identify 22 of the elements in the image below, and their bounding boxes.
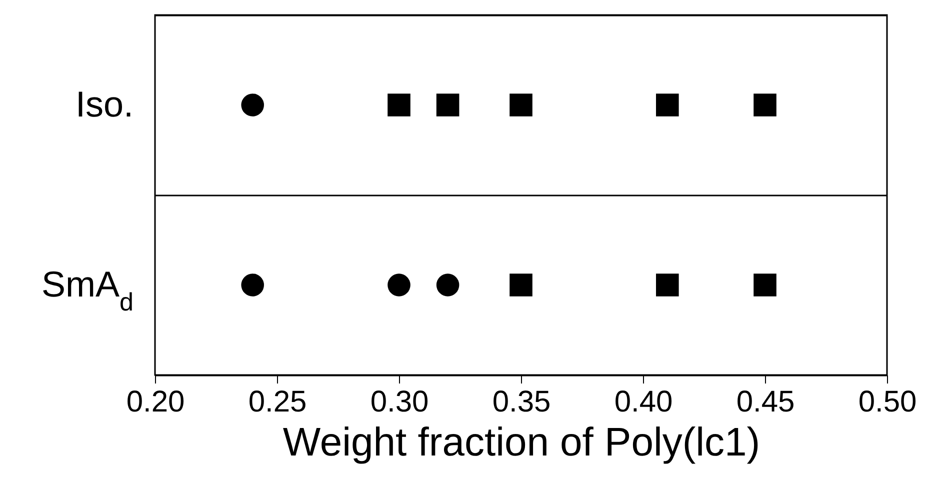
- x-tick-label: 0.35: [492, 386, 551, 418]
- x-tick-label: 0.25: [248, 386, 307, 418]
- point: [510, 274, 532, 296]
- point: [241, 94, 264, 116]
- point: [754, 94, 776, 116]
- point: [241, 274, 264, 296]
- y-tick-label: SmA$_{d}$: [41, 264, 134, 316]
- x-tick-label: 0.20: [126, 386, 185, 418]
- x-tick-label: 0.50: [858, 386, 917, 418]
- y-tick-label: Iso.: [75, 84, 134, 124]
- point: [656, 94, 679, 116]
- x-tick-label: 0.30: [370, 386, 429, 418]
- point: [754, 274, 776, 296]
- x-tick-label: 0.40: [614, 386, 673, 418]
- point: [656, 274, 679, 296]
- x-tick-label: 0.45: [736, 386, 795, 418]
- point: [436, 94, 460, 116]
- point: [436, 274, 460, 296]
- x-axis-title: Weight fraction of Poly(lc1): [282, 420, 760, 464]
- point: [388, 274, 410, 296]
- point: [510, 94, 532, 116]
- point: [388, 94, 410, 116]
